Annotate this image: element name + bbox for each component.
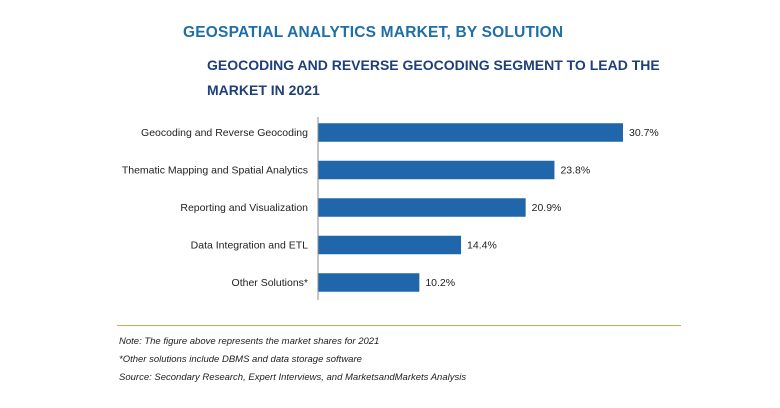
value-label: 23.8% [560, 165, 590, 177]
bar [318, 160, 555, 180]
category-label: Geocoding and Reverse Geocoding [141, 127, 308, 139]
value-label: 30.7% [629, 127, 659, 139]
footnote-text: *Other solutions include DBMS and data s… [119, 354, 362, 365]
chart-subtitle: GEOCODING AND REVERSE GEOCODING SEGMENT … [207, 57, 660, 98]
source-text: Source: Secondary Research, Expert Inter… [119, 372, 467, 383]
category-label: Data Integration and ETL [191, 240, 308, 252]
bar [318, 235, 462, 255]
category-label: Thematic Mapping and Spatial Analytics [122, 165, 308, 177]
value-label: 14.4% [467, 240, 497, 252]
bar [318, 273, 420, 292]
value-label: 10.2% [425, 277, 455, 289]
chart-title: GEOSPATIAL ANALYTICS MARKET, BY SOLUTION [183, 24, 564, 41]
note-text: Note: The figure above represents the ma… [119, 336, 380, 347]
bar [318, 198, 526, 217]
footer-notes: Note: The figure above represents the ma… [119, 336, 466, 390]
footer-divider [117, 325, 681, 326]
category-label: Reporting and Visualization [180, 202, 308, 214]
category-label: Other Solutions* [232, 277, 308, 289]
bar [318, 123, 623, 142]
value-label: 20.9% [532, 202, 562, 214]
